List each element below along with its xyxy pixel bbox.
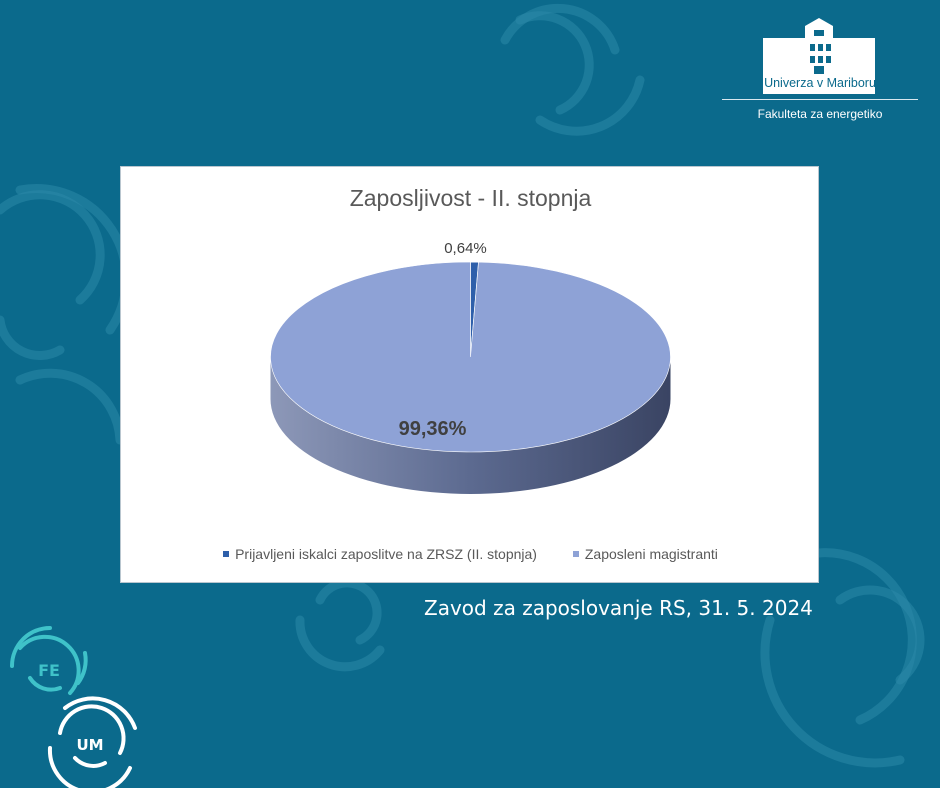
um-mark: UM [76,736,103,754]
faculty-name: Fakulteta za energetiko [757,107,883,121]
chart-legend: Prijavljeni iskalci zaposlitve na ZRSZ (… [121,546,820,562]
logo-divider [722,99,918,100]
data-label-registered: 0,64% [444,240,487,257]
pie-slice-employed [270,261,671,453]
university-name: Univerza v Mariboru [764,76,876,90]
chart-card: Zaposljivost - II. stopnja 0,64% 99,36% P… [120,166,819,583]
data-label-employed: 99,36% [399,418,467,440]
legend-swatch-registered [223,551,230,558]
legend-item-registered: Prijavljeni iskalci zaposlitve na ZRSZ (… [223,546,537,562]
source-note: Zavod za zaposlovanje RS, 31. 5. 2024 [424,596,813,620]
chart-title: Zaposljivost - II. stopnja [349,185,592,211]
fe-mark: FE [38,661,60,680]
legend-label-employed: Zaposleni magistranti [584,546,718,562]
fe-um-logo: FE UM [10,626,137,788]
legend-item-employed: Zaposleni magistranti [572,546,718,562]
university-logo: Univerza v Mariboru Fakulteta za energet… [722,18,918,128]
building-icon [763,18,875,94]
pie-chart: 0,64% 99,36% [270,240,671,494]
pie-side [270,357,671,494]
legend-swatch-employed [572,551,579,558]
legend-label-registered: Prijavljeni iskalci zaposlitve na ZRSZ (… [235,546,537,562]
